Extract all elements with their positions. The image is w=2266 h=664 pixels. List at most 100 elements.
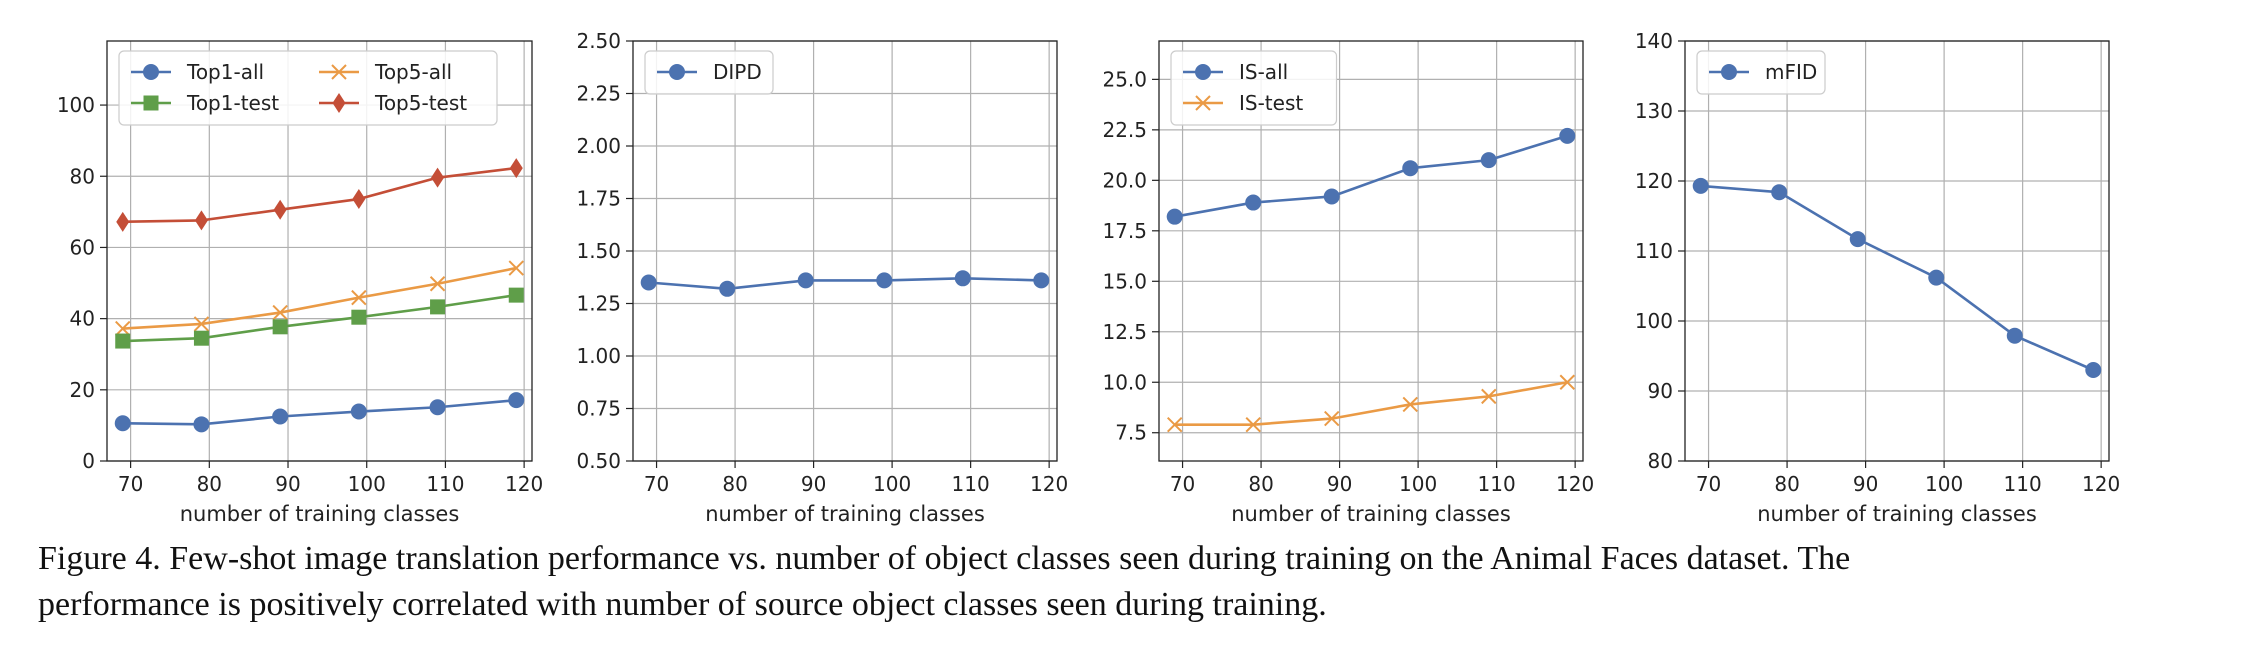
data-point-DIPD [797, 272, 814, 289]
x-tick-label: 90 [275, 472, 300, 496]
y-tick-label: 40 [70, 307, 95, 331]
series-Top1-test [115, 287, 524, 349]
x-tick-label: 120 [2082, 472, 2120, 496]
y-tick-label: 0.50 [576, 449, 621, 473]
data-point-Top5-all [508, 260, 524, 276]
axes-frame [1684, 40, 2110, 462]
caption-line-1: Figure 4. Few-shot image translation per… [38, 540, 1851, 577]
legend-box [1170, 50, 1338, 126]
data-point-IS-test [1245, 416, 1261, 433]
data-point-Top1-test [272, 319, 288, 335]
data-point-IS-test [1324, 410, 1340, 427]
data-point-mFID [2085, 362, 2102, 378]
series-line-Top5-test [122, 166, 517, 224]
legend-entry-Top1-test: Top1-test [131, 91, 279, 115]
data-point-IS-test [1166, 416, 1183, 433]
series-line-Top1-all [122, 398, 517, 426]
data-point-Top5-test [273, 199, 287, 220]
data-point-DIPD [876, 272, 893, 289]
data-point-Top1-all [193, 416, 210, 433]
data-point-Top1-test [193, 330, 209, 346]
series-Top5-all [115, 260, 524, 337]
y-tick-label: 2.25 [576, 82, 621, 106]
legend-entry-Top5-test: Top5-test [319, 91, 467, 115]
legend-marker [331, 64, 347, 80]
x-tick-label: 90 [1327, 472, 1352, 496]
data-point-Top1-test [115, 333, 131, 349]
x-tick-label: 80 [1774, 472, 1799, 496]
data-point-IS-all [1402, 160, 1419, 177]
data-point-mFID [1928, 269, 1945, 286]
y-tick-label: 140 [1635, 29, 1673, 53]
y-tick-label: 120 [1635, 169, 1673, 193]
y-tick-label: 20 [70, 378, 95, 402]
data-point-IS-test [1559, 374, 1576, 390]
x-tick-label: 80 [1248, 472, 1273, 496]
x-tick-label: 70 [1696, 472, 1721, 496]
x-tick-label: 100 [1925, 472, 1963, 496]
figure: 70 80 90 100 110 120 0 20 40 60 80 100 number of tra… [57, 29, 2120, 526]
x-tick-label: 90 [1853, 472, 1878, 496]
data-point-IS-all [1323, 188, 1340, 205]
y-tick-label: 0.75 [576, 397, 621, 421]
x-axis-label: number of training classes [1231, 502, 1511, 526]
legend-label: mFID [1765, 60, 1817, 84]
y-tick-label: 15.0 [1102, 269, 1147, 293]
data-point-IS-all [1166, 208, 1183, 225]
legend-marker [1195, 95, 1211, 111]
data-point-IS-test [1481, 388, 1497, 405]
legend-label: DIPD [713, 60, 762, 84]
series-DIPD [640, 270, 1050, 297]
x-tick-label: 90 [801, 472, 826, 496]
legend-label: IS-test [1239, 91, 1303, 115]
series-line-DIPD [648, 276, 1042, 291]
data-point-DIPD [1033, 272, 1050, 289]
chart-panel-2: 70 80 90 100 110 120 0.50 0.75 1.00 1.25 1.50 1.75 2… [576, 29, 1068, 526]
legend-label: Top1-all [186, 60, 264, 84]
data-point-DIPD [954, 270, 971, 287]
legend-entry-Top5-all: Top5-all [319, 60, 452, 84]
data-point-IS-test [1402, 396, 1418, 413]
data-point-Top5-test [116, 211, 130, 232]
series-line-IS-test [1174, 380, 1568, 426]
legend-entry-IS-all: IS-all [1183, 60, 1288, 84]
legend-marker [143, 95, 159, 111]
y-tick-label: 80 [1648, 449, 1673, 473]
data-point-IS-all [1559, 127, 1576, 144]
y-tick-label: 1.75 [576, 187, 621, 211]
data-point-mFID [1771, 184, 1788, 201]
series-line-Top1-test [122, 293, 517, 343]
series-line-mFID [1700, 184, 2094, 372]
axes-frame [1158, 40, 1584, 462]
data-point-Top5-all [115, 320, 131, 337]
legend-box [118, 50, 498, 126]
figure-caption: Figure 4. Few-shot image translation per… [38, 536, 2238, 628]
y-tick-label: 1.25 [576, 292, 621, 316]
data-point-Top5-all [272, 304, 288, 321]
data-point-Top1-test [351, 309, 367, 325]
data-point-Top5-test [509, 158, 523, 179]
caption-line-2: performance is positively correlated wit… [38, 586, 1327, 623]
legend-entry-DIPD: DIPD [657, 60, 762, 84]
x-axis-label: number of training classes [180, 502, 460, 526]
data-point-Top5-test [352, 189, 366, 210]
legend-entry-Top1-all: Top1-all [131, 60, 264, 84]
series-IS-test [1166, 374, 1576, 433]
data-point-IS-all [1480, 152, 1497, 169]
data-point-Top1-all [114, 415, 131, 432]
x-tick-label: 110 [426, 472, 464, 496]
series-mFID [1692, 177, 2102, 378]
data-point-DIPD [640, 274, 657, 291]
legend-entry-mFID: mFID [1709, 60, 1817, 84]
series-Top5-test [116, 158, 523, 232]
y-tick-label: 12.5 [1102, 320, 1147, 344]
legend-label: Top5-all [374, 60, 452, 84]
y-tick-label: 1.50 [576, 239, 621, 263]
chart-panel-4: 70 80 90 100 110 120 80 90 100 110 120 130 140 number… [1635, 29, 2120, 526]
data-point-Top1-all [429, 399, 446, 416]
y-tick-label: 0 [82, 449, 95, 473]
data-point-Top1-test [508, 287, 524, 303]
y-tick-label: 110 [1635, 239, 1673, 263]
x-tick-label: 80 [722, 472, 747, 496]
x-tick-label: 70 [1170, 472, 1195, 496]
